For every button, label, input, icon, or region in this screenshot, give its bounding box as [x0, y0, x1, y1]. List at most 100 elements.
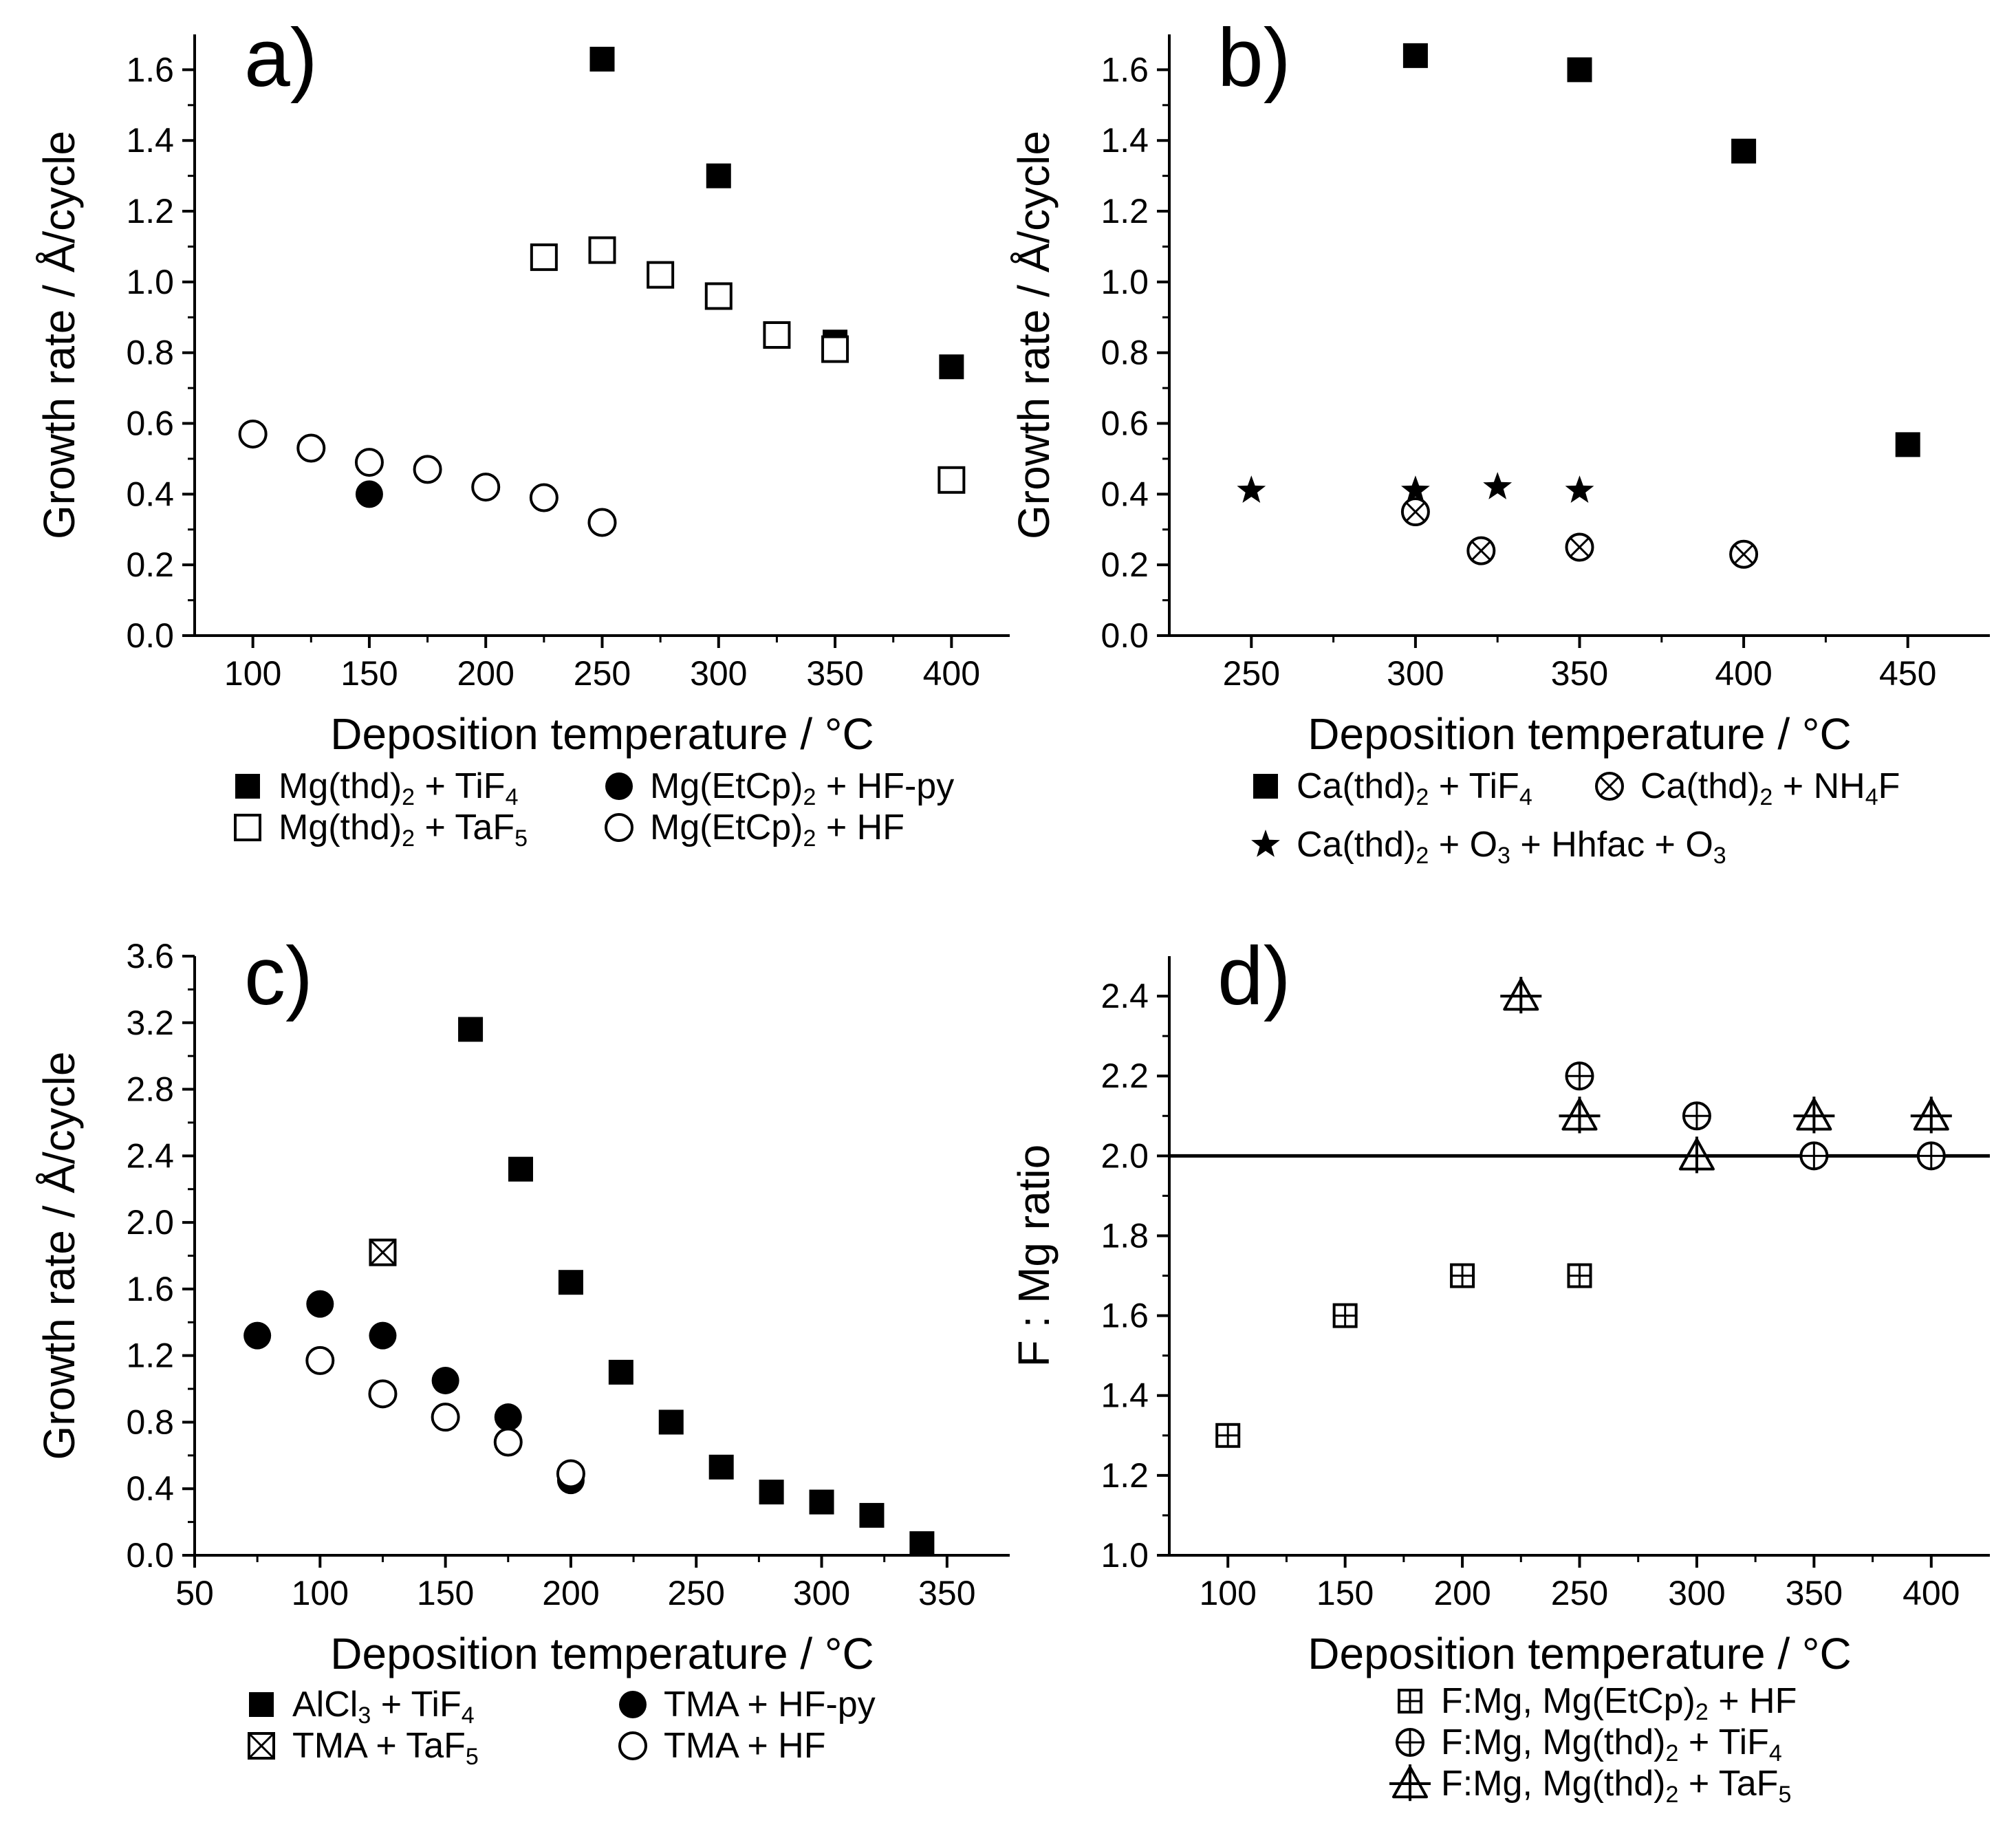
x-tick-label: 250: [668, 1574, 725, 1612]
data-point: [587, 508, 617, 537]
y-tick-label: 3.2: [126, 1004, 174, 1042]
x-tick-label: 300: [1387, 654, 1444, 693]
data-point: [859, 1502, 885, 1528]
y-tick-label: 1.0: [126, 263, 174, 301]
legend-marker: [1595, 772, 1624, 801]
y-tick-label: 2.4: [1101, 977, 1149, 1015]
data-point: [1400, 497, 1430, 527]
y-tick-label: 1.4: [1101, 1376, 1149, 1415]
y-tick-label: 1.6: [1101, 1297, 1149, 1335]
y-tick-label: 1.2: [126, 1337, 174, 1375]
y-tick-label: 0.0: [126, 1536, 174, 1575]
data-point: [909, 1531, 935, 1557]
panel-a: 0.0 0.2 0.4 0.6 0.8 1.0 1.2 1.4 1.6 100 150 200 250 3…: [34, 12, 1010, 852]
x-axis-title: Deposition temperature / °C: [330, 1629, 874, 1678]
y-tick-label: 1.6: [126, 50, 174, 89]
data-point: [1916, 1141, 1946, 1171]
legend-label: F:Mg, Mg(thd)2 + TiF4: [1441, 1722, 1782, 1766]
legend-marker: [249, 1692, 274, 1717]
data-point: [1401, 475, 1430, 503]
data-point: [1799, 1141, 1829, 1171]
x-tick-label: 150: [1316, 1574, 1374, 1612]
y-tick-label: 3.6: [126, 937, 174, 975]
y-tick-label: 0.4: [126, 475, 174, 513]
legend-label: AlCl3 + TiF4: [292, 1685, 475, 1729]
data-point: [305, 1345, 335, 1375]
data-point: [1565, 475, 1594, 503]
panel-d: 1.0 1.2 1.4 1.6 1.8 2.0 2.2 2.4 100 150 200 250 300 3…: [1009, 930, 1990, 1808]
legend-marker: [618, 1731, 647, 1760]
data-point: [1215, 1423, 1241, 1448]
legend-marker: [1398, 1689, 1422, 1713]
x-tick-label: 400: [1715, 654, 1772, 693]
data-point: [1237, 475, 1266, 503]
y-tick-label: 0.2: [1101, 545, 1149, 584]
legend-label: Ca(thd)2 + TiF4: [1297, 766, 1532, 810]
x-axis-title: Deposition temperature / °C: [1308, 709, 1851, 759]
data-point: [759, 1480, 784, 1505]
data-point: [355, 480, 383, 508]
legend-label: TMA + HF: [664, 1726, 825, 1766]
y-tick-label: 2.0: [1101, 1136, 1149, 1175]
y-tick-label: 0.8: [1101, 334, 1149, 372]
y-tick-label: 0.8: [126, 1403, 174, 1441]
data-point: [704, 282, 733, 310]
data-point: [658, 1409, 684, 1435]
data-point: [471, 473, 501, 502]
y-tick-label: 0.4: [1101, 475, 1149, 513]
x-tick-label: 100: [224, 654, 281, 693]
legend-marker: [234, 814, 261, 841]
data-point: [458, 1017, 484, 1042]
legend-label: F:Mg, Mg(EtCp)2 + HF: [1441, 1681, 1797, 1725]
data-point: [708, 1454, 734, 1480]
panel-label: b): [1217, 12, 1291, 104]
data-point: [1450, 1263, 1475, 1288]
legend-label: Mg(EtCp)2 + HF-py: [650, 766, 954, 810]
y-tick-label: 0.8: [126, 334, 174, 372]
x-tick-label: 400: [923, 654, 980, 693]
y-tick-label: 2.8: [126, 1070, 174, 1109]
legend-marker: [1396, 1728, 1424, 1757]
legend-marker: [1251, 830, 1280, 857]
y-tick-label: 1.0: [1101, 263, 1149, 301]
data-point: [1910, 1096, 1952, 1134]
data-point: [1731, 138, 1757, 164]
legend-label: Mg(EtCp)2 + HF: [650, 808, 904, 852]
data-point: [588, 236, 616, 264]
y-axis-title: Growth rate / Å/cycle: [34, 1052, 84, 1460]
data-point: [1682, 1101, 1711, 1131]
y-axis-title: Growth rate / Å/cycle: [34, 131, 84, 539]
x-tick-label: 300: [1668, 1574, 1725, 1612]
legend-marker: [619, 1691, 647, 1718]
y-tick-label: 1.2: [1101, 1456, 1149, 1495]
data-point: [494, 1403, 522, 1431]
data-point: [706, 163, 731, 188]
data-point: [821, 335, 849, 363]
x-tick-label: 100: [1199, 1574, 1256, 1612]
x-tick-label: 250: [1551, 1574, 1608, 1612]
y-tick-label: 1.4: [126, 121, 174, 160]
y-tick-label: 1.2: [126, 192, 174, 230]
data-point: [1559, 1096, 1601, 1134]
x-tick-label: 450: [1879, 654, 1936, 693]
data-point: [1466, 536, 1496, 565]
panel-label: d): [1217, 930, 1291, 1022]
y-tick-label: 1.6: [1101, 50, 1149, 89]
data-point: [431, 1366, 459, 1394]
data-point: [1565, 1061, 1594, 1091]
y-tick-label: 0.0: [126, 616, 174, 655]
data-point: [1500, 977, 1542, 1014]
data-point: [1729, 539, 1759, 569]
data-point: [937, 466, 966, 494]
data-point: [608, 1359, 633, 1385]
y-tick-label: 0.6: [126, 404, 174, 443]
legend-marker: [605, 772, 633, 800]
x-tick-label: 200: [542, 1574, 599, 1612]
x-axis-title: Deposition temperature / °C: [1308, 1629, 1851, 1678]
legend-label: TMA + TaF5: [292, 1726, 479, 1770]
panel-c: 0.0 0.4 0.8 1.2 1.6 2.0 2.4 2.8 3.2 3.6 50 100 150 20…: [34, 930, 1010, 1770]
legend-marker: [1389, 1764, 1431, 1802]
legend-label: Mg(thd)2 + TaF5: [279, 808, 528, 852]
x-tick-label: 350: [1786, 1574, 1843, 1612]
